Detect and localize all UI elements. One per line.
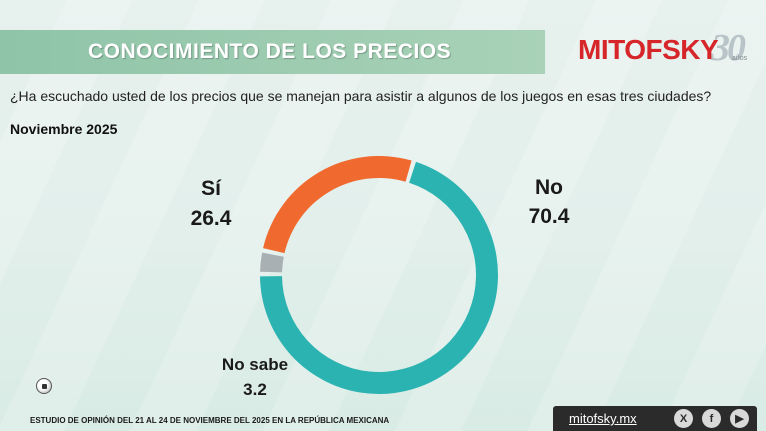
slice-value-2: 26.4 <box>191 207 232 230</box>
soccer-ball-icon <box>36 378 52 394</box>
footer-bar: mitofsky.mx X f ▶ <box>553 406 757 431</box>
footer-note: ESTUDIO DE OPINIÓN DEL 21 AL 24 DE NOVIE… <box>30 416 390 425</box>
survey-question: ¿Ha escuchado usted de los precios que s… <box>10 88 712 104</box>
slice-label-2: Sí <box>201 177 222 200</box>
youtube-icon[interactable]: ▶ <box>730 409 749 428</box>
slice-value-1: 3.2 <box>243 380 267 399</box>
site-link[interactable]: mitofsky.mx <box>569 411 637 426</box>
logo-anniversary-suffix: años <box>732 55 748 62</box>
donut-slice-no-sabe <box>260 252 284 273</box>
survey-period: Noviembre 2025 <box>10 121 118 137</box>
donut-slice-s- <box>263 155 412 254</box>
logo-anniversary-number: 30 <box>711 27 746 69</box>
page-title: CONOCIMIENTO DE LOS PRECIOS <box>88 40 452 63</box>
slice-label-0: No <box>535 176 563 199</box>
logo-wordmark: MITOFSKY <box>578 34 719 65</box>
x-icon[interactable]: X <box>674 409 693 428</box>
facebook-icon[interactable]: f <box>702 409 721 428</box>
title-bar: CONOCIMIENTO DE LOS PRECIOS <box>0 30 545 74</box>
mitofsky-logo: 30 MITOFSKY años <box>578 27 758 70</box>
slice-value-0: 70.4 <box>529 205 570 228</box>
slice-label-1: No sabe <box>222 355 288 374</box>
